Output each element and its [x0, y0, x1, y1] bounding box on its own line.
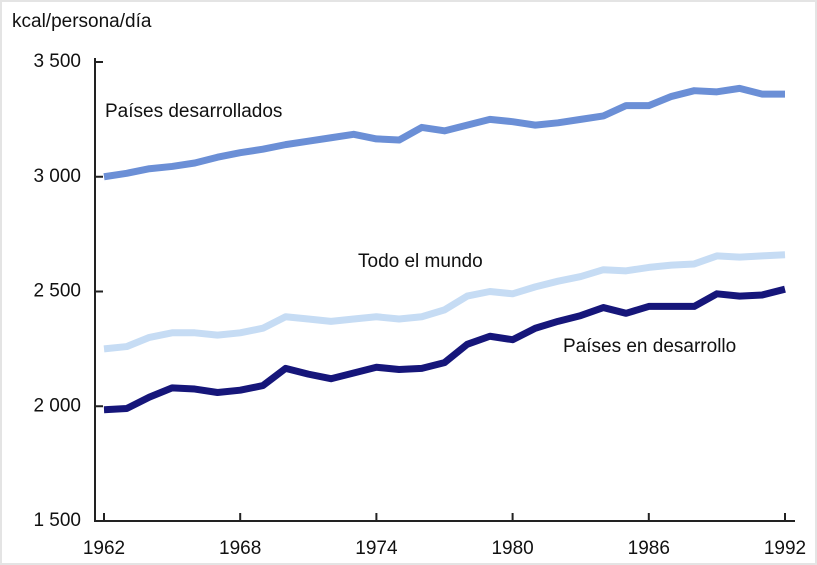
x-tick-label: 1986 — [628, 538, 670, 559]
x-tick-label: 1962 — [83, 538, 125, 559]
y-tick-label: 2 500 — [33, 281, 81, 302]
series-label: Países desarrollados — [105, 101, 282, 122]
x-tick-label: 1974 — [355, 538, 398, 559]
y-tick-label: 1 500 — [33, 510, 81, 531]
y-axis-label: kcal/persona/día — [12, 11, 152, 32]
y-tick-label: 2 000 — [33, 395, 81, 416]
series-label: Países en desarrollo — [563, 336, 736, 357]
series-label: Todo el mundo — [358, 251, 483, 272]
series-line — [103, 285, 786, 414]
series-line — [103, 84, 785, 181]
series-line — [103, 251, 786, 353]
y-tick-label: 3 000 — [33, 166, 81, 187]
y-tick-label: 3 500 — [33, 51, 81, 72]
x-tick-label: 1980 — [491, 538, 533, 559]
x-tick-label: 1992 — [764, 538, 806, 559]
x-tick-label: 1968 — [219, 538, 261, 559]
